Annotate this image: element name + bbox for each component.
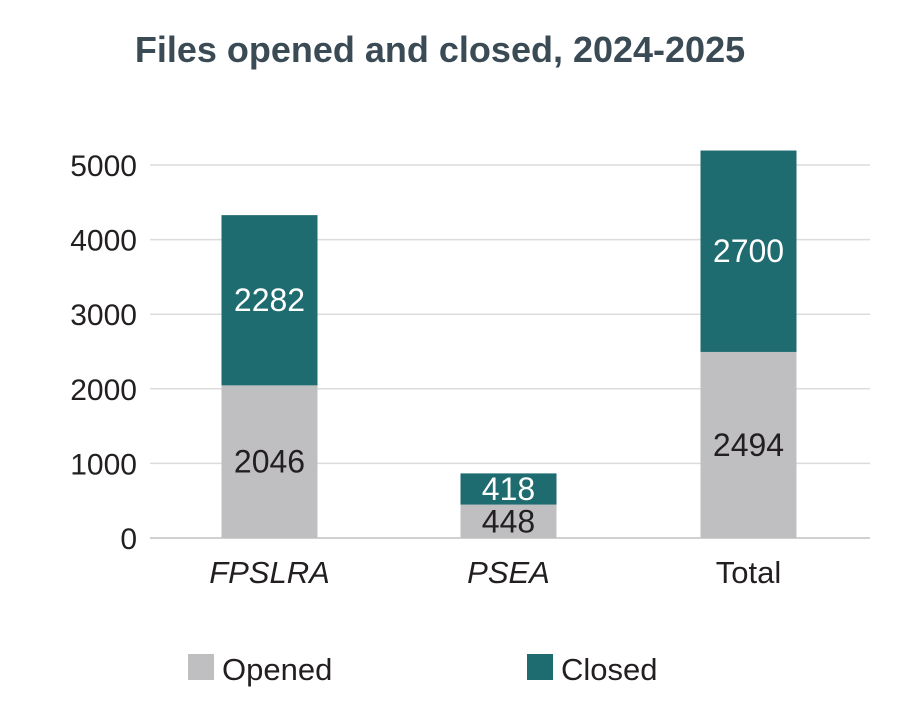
legend: Opened Closed — [188, 652, 658, 687]
y-tick-label: 2000 — [70, 374, 137, 407]
y-tick-label: 5000 — [70, 150, 137, 183]
bar-closed — [221, 215, 318, 386]
legend-label: Opened — [222, 652, 332, 687]
legend-swatch — [188, 654, 214, 680]
y-tick-label: 4000 — [70, 225, 137, 258]
y-axis-ticks: 0 1000 2000 3000 4000 5000 — [70, 150, 137, 556]
data-label: 2046 — [234, 444, 305, 480]
data-label: 448 — [482, 503, 535, 539]
x-tick-label: Total — [716, 555, 781, 590]
legend-swatch — [527, 654, 553, 680]
data-label: 418 — [482, 471, 535, 507]
chart-title: Files opened and closed, 2024-2025 — [135, 29, 745, 70]
bar-closed — [460, 473, 557, 505]
y-tick-label: 1000 — [70, 448, 137, 481]
bar-opened — [460, 504, 557, 538]
x-tick-label: PSEA — [467, 555, 550, 590]
data-label: 2700 — [713, 233, 784, 269]
x-tick-label: FPSLRA — [209, 555, 330, 590]
data-label: 2494 — [713, 427, 784, 463]
bar-closed — [700, 150, 797, 352]
y-tick-label: 0 — [120, 523, 137, 556]
y-tick-label: 3000 — [70, 299, 137, 332]
bar-opened — [221, 385, 318, 538]
data-label: 2282 — [234, 282, 305, 318]
legend-label: Closed — [561, 652, 658, 687]
x-axis-ticks: FPSLRA PSEA Total — [209, 555, 781, 590]
bar-opened — [700, 351, 797, 538]
